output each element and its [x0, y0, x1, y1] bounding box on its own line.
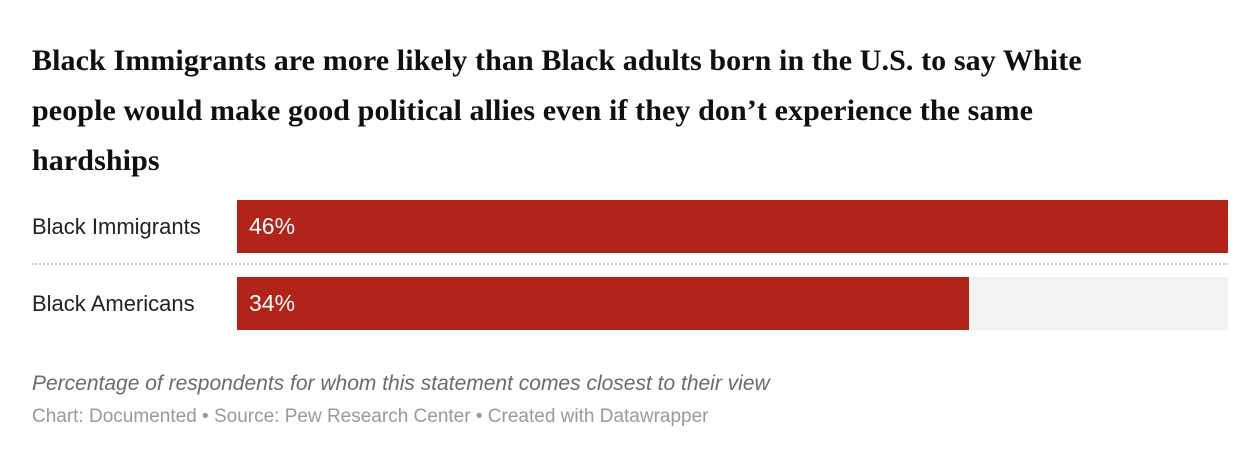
bar-value-black-immigrants: 46% — [249, 213, 296, 239]
chart-title-line-1: Black Immigrants are more likely than Bl… — [32, 44, 1082, 77]
chart-title-line-2: people would make good political allies … — [32, 94, 1034, 127]
bar-track-black-immigrants: 46% — [237, 200, 1228, 253]
chart-note: Percentage of respondents for whom this … — [32, 372, 770, 395]
chart-source-credit: Chart: Documented • Source: Pew Research… — [32, 406, 709, 427]
bar-track-black-americans: 34% — [237, 277, 1228, 330]
bar-row-black-immigrants: Black Immigrants 46% — [32, 200, 1228, 253]
bar-row-black-americans: Black Americans 34% — [32, 277, 1228, 330]
bar-black-americans: 34% — [237, 277, 970, 330]
chart-title-line-3: hardships — [32, 144, 160, 177]
bar-chart: Black Immigrants 46% Black Americans 34% — [32, 200, 1228, 330]
row-divider — [32, 263, 1228, 265]
bar-label-black-immigrants: Black Immigrants — [32, 213, 201, 239]
chart-title: Black Immigrants are more likely than Bl… — [32, 36, 1228, 186]
bar-black-immigrants: 46% — [237, 200, 1228, 253]
bar-label-black-americans: Black Americans — [32, 290, 195, 316]
bar-value-black-americans: 34% — [249, 290, 296, 316]
